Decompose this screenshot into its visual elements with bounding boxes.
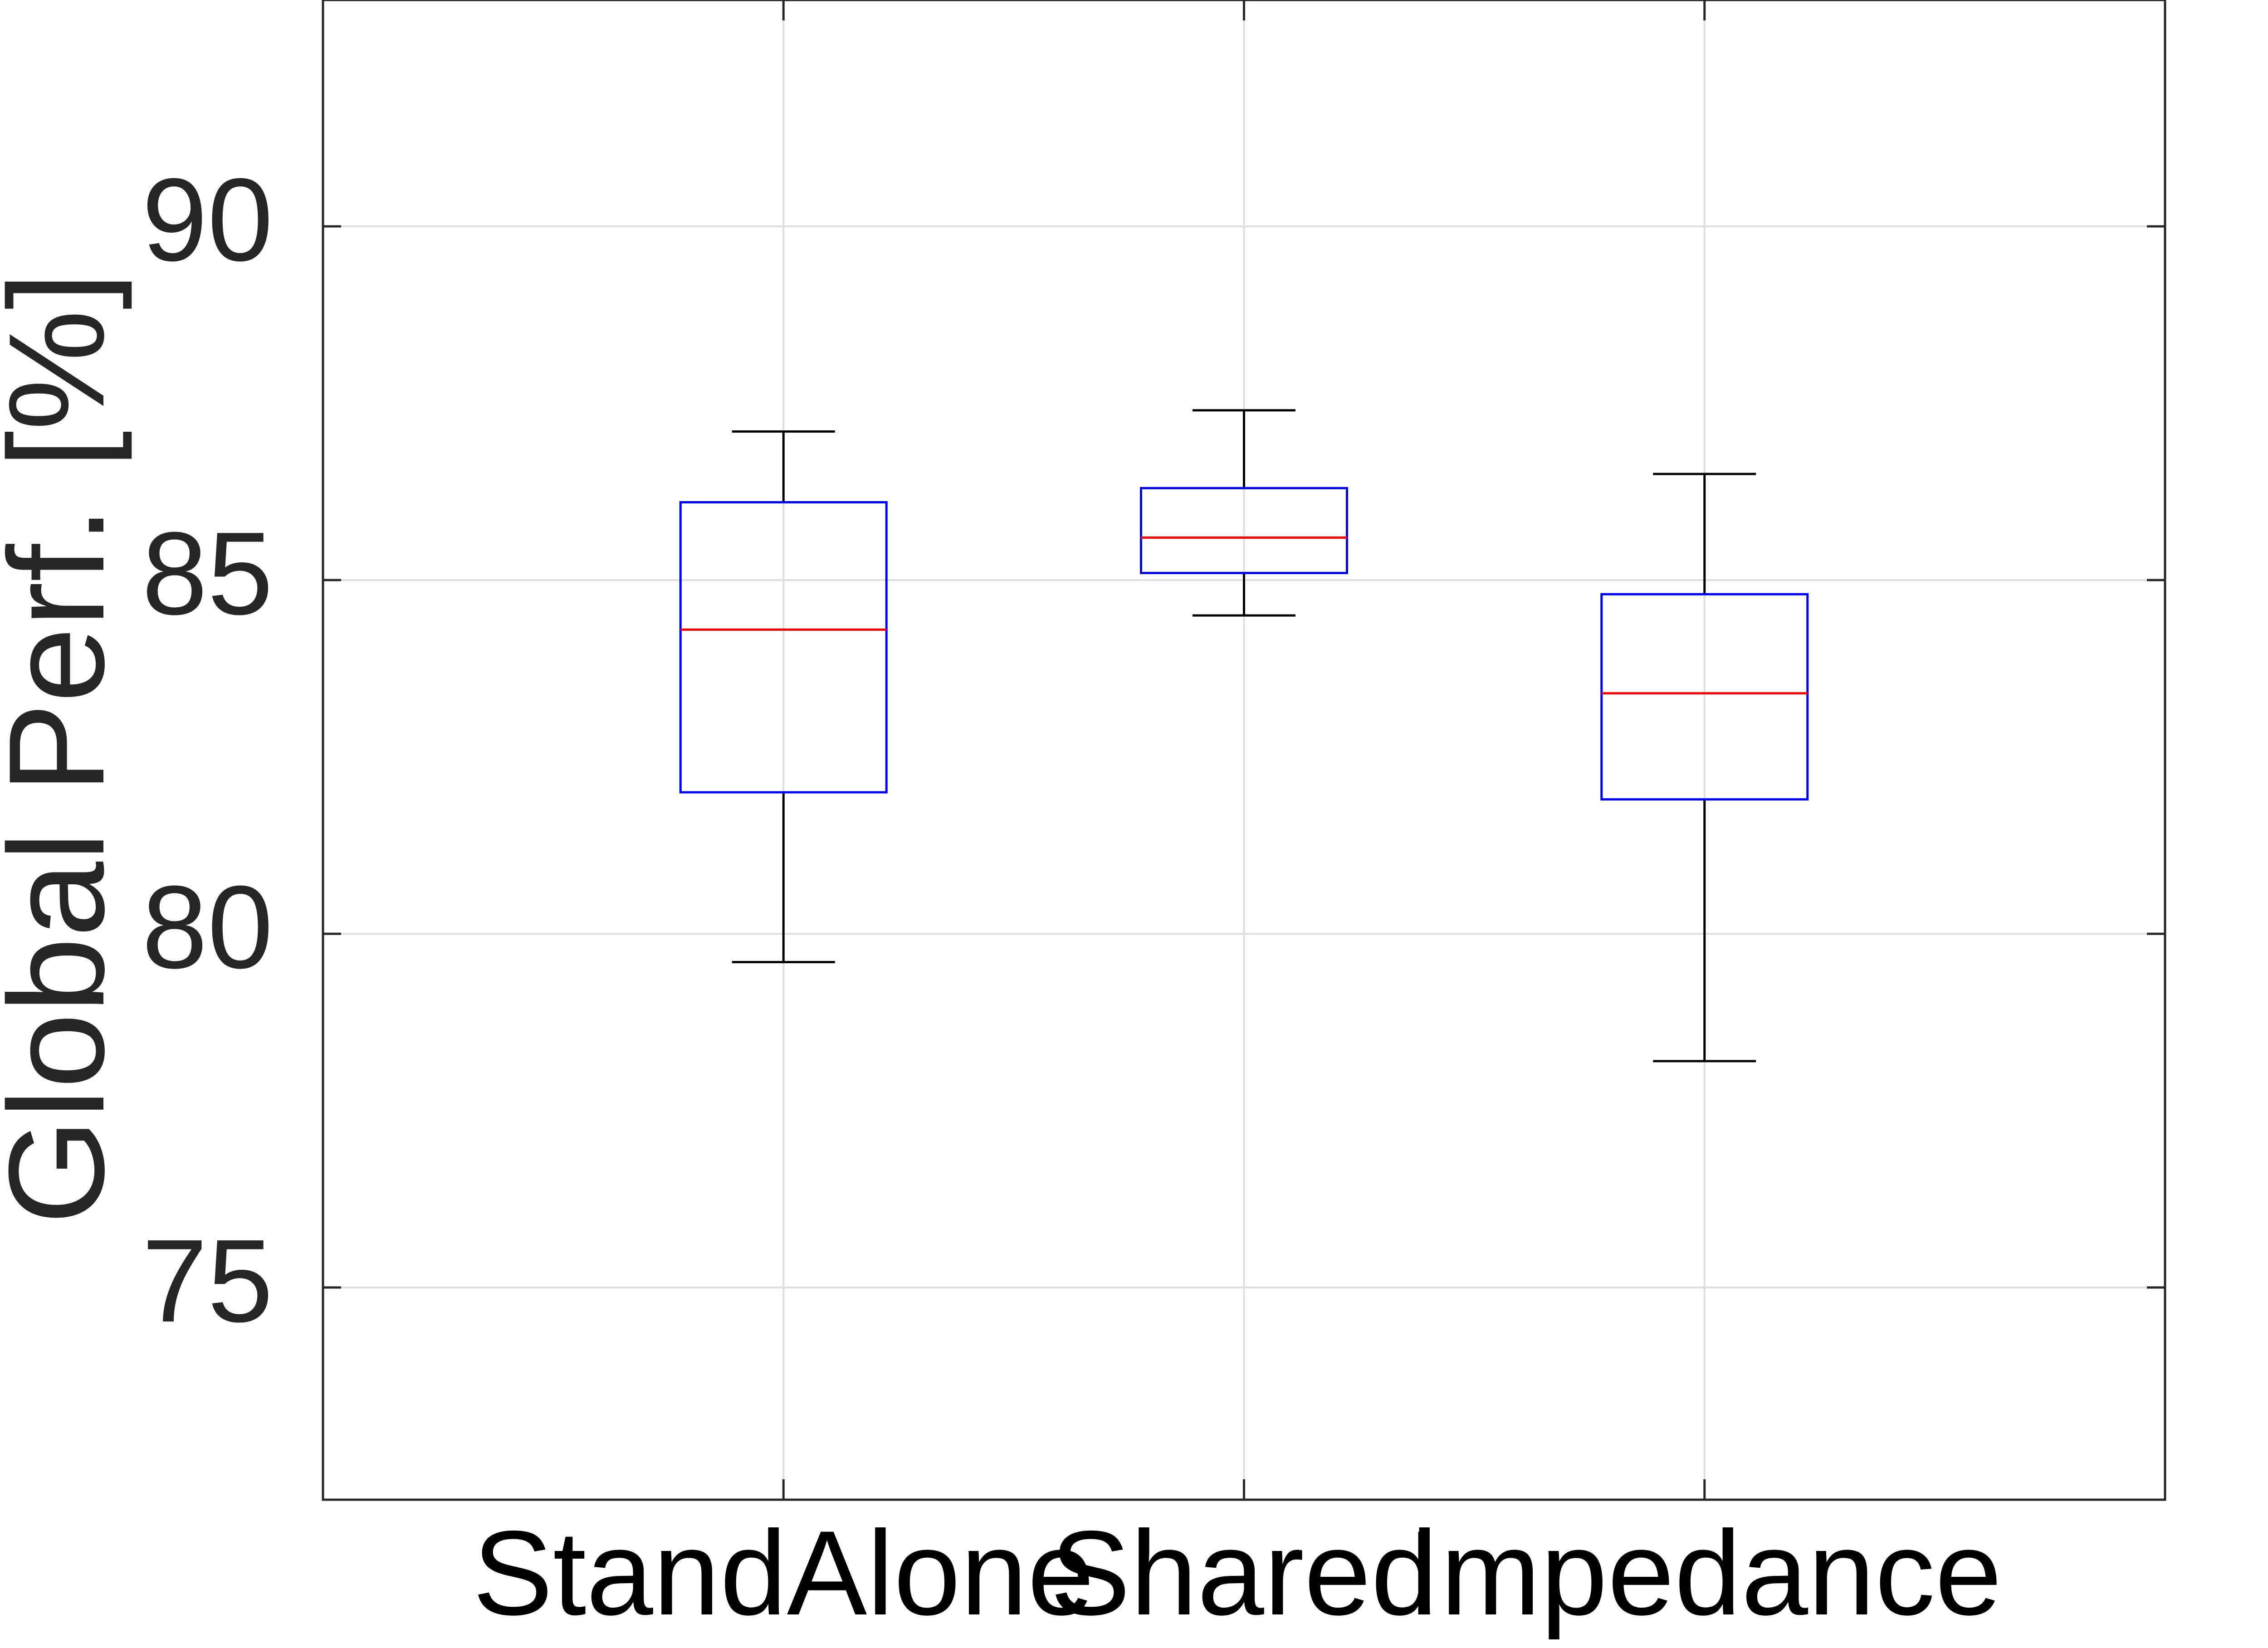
axis-ticks: [323, 0, 2165, 1500]
y-tick-label: 85: [142, 508, 273, 639]
x-category-label: Shared: [1050, 1506, 1438, 1640]
grid-lines: [323, 0, 2165, 1500]
x-category-label: StandAlone: [473, 1506, 1094, 1640]
interquartile-box: [679, 501, 888, 794]
y-tick-labels: 75 80 85 90: [142, 154, 273, 1347]
interquartile-box: [1140, 487, 1348, 575]
y-tick-label: 80: [142, 862, 273, 993]
box-shared: [1140, 409, 1348, 617]
y-axis-title: Global Perf. [%]: [0, 272, 133, 1225]
x-category-label: Impedance: [1407, 1506, 2002, 1641]
interquartile-box: [1600, 593, 1809, 801]
y-tick-label: 90: [142, 154, 273, 286]
box-series: [679, 409, 1809, 1063]
box-standalone: [679, 430, 888, 963]
y-tick-label: 75: [142, 1215, 273, 1347]
box-impedance: [1600, 473, 1809, 1063]
